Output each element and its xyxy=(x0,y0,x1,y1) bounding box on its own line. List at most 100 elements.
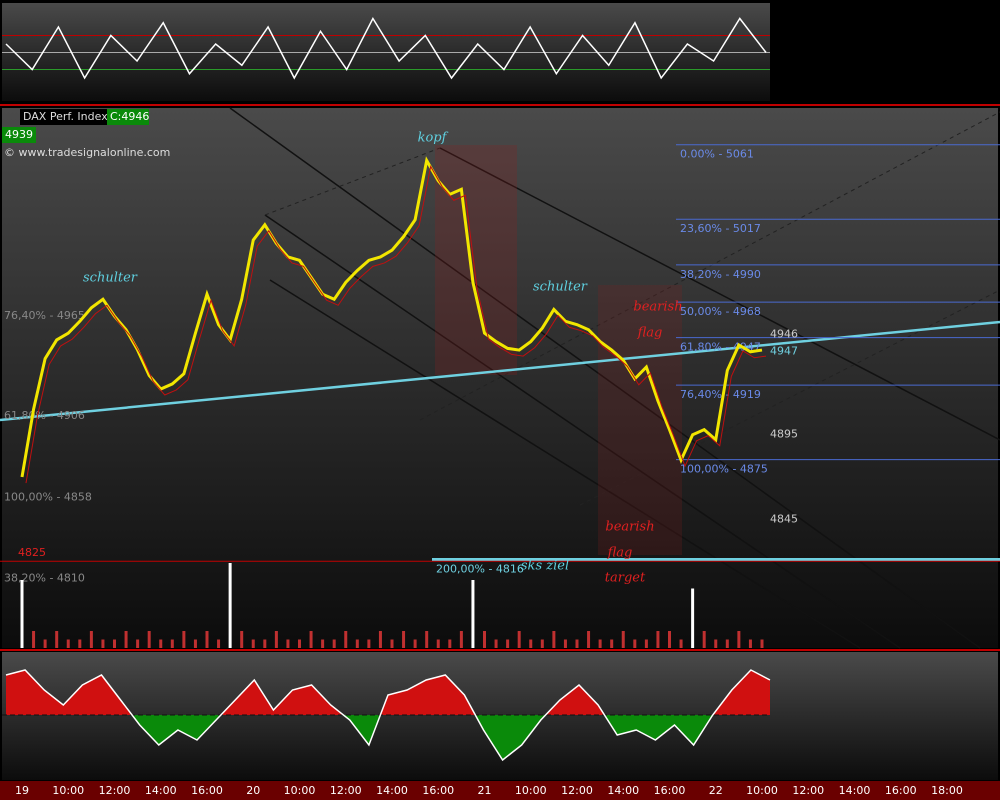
fib-label: 23,60% - 5017 xyxy=(680,222,761,235)
volume-bar xyxy=(563,639,567,648)
annotation: schulter xyxy=(83,271,138,286)
volume-bar xyxy=(483,631,486,648)
annotation: flag xyxy=(637,326,663,341)
title: DAX Perf. Index xyxy=(23,110,108,123)
title-box xyxy=(20,109,108,125)
fib-label: 61,80% - 4947 xyxy=(680,341,761,354)
volume-bar xyxy=(702,631,706,648)
volume-bar xyxy=(170,639,174,648)
left-level-label: 38,20% - 4810 xyxy=(4,572,85,585)
annotation: bearish xyxy=(633,300,682,315)
x-tick-label: 14:00 xyxy=(607,784,639,797)
volume-bar xyxy=(633,639,637,648)
x-tick-label: 20 xyxy=(246,784,260,797)
volume-bar xyxy=(20,580,24,648)
volume-bar xyxy=(193,639,197,648)
osc-area-down xyxy=(6,715,770,760)
x-tick-label: 16:00 xyxy=(422,784,454,797)
volume-bar xyxy=(240,631,244,648)
volume-bar xyxy=(540,639,544,648)
volume-bar xyxy=(575,639,579,648)
volume-bar xyxy=(598,639,602,648)
close-label: C:4946 xyxy=(110,110,149,123)
fib-label: 0.00% - 5061 xyxy=(680,148,754,161)
osc-top-line xyxy=(5,16,767,80)
x-tick-label: 16:00 xyxy=(885,784,917,797)
volume-bar xyxy=(506,639,510,648)
left-level-label: 76,40% - 4965 xyxy=(4,309,85,322)
volume-bar xyxy=(656,631,660,648)
x-tick-label: 18:00 xyxy=(931,784,963,797)
volume-bar xyxy=(621,631,625,648)
volume-bar xyxy=(355,639,359,648)
close-box xyxy=(107,109,149,125)
volume-bar xyxy=(413,639,417,648)
volume-bar xyxy=(679,639,683,648)
volume-bar xyxy=(332,639,336,648)
annotation: schulter xyxy=(533,280,588,295)
volume-bar xyxy=(517,631,521,648)
highlight-zone xyxy=(435,145,517,375)
volume-bar xyxy=(425,631,429,648)
right-level-label: 4946 xyxy=(770,327,798,340)
fib-label: 200,00% - 4816 xyxy=(436,562,524,575)
x-tick-label: 21 xyxy=(478,784,492,797)
volume-bar xyxy=(529,639,533,648)
volume-bar xyxy=(298,639,301,648)
right-level-label: 4845 xyxy=(770,512,798,525)
highlight-zone xyxy=(598,285,682,555)
volume-bar xyxy=(182,631,186,648)
volume-bar xyxy=(668,631,671,648)
volume-bar xyxy=(217,639,221,648)
volume-bar xyxy=(147,631,151,648)
x-tick-label: 14:00 xyxy=(145,784,177,797)
x-tick-label: 12:00 xyxy=(330,784,362,797)
volume-bar xyxy=(471,580,475,648)
volume-bar xyxy=(136,639,140,648)
last-close-label: 4947 xyxy=(770,345,798,358)
volume-bar xyxy=(113,639,116,648)
volume-bar xyxy=(159,639,163,648)
volume-bar xyxy=(286,639,290,648)
volume-bar xyxy=(737,631,741,648)
x-tick-label: 14:00 xyxy=(376,784,408,797)
volume-bar xyxy=(725,639,729,648)
x-tick-label: 12:00 xyxy=(561,784,593,797)
annotation: target xyxy=(605,571,646,586)
left-level-label: 100,00% - 4858 xyxy=(4,490,92,503)
last-box xyxy=(2,127,36,143)
volume-bar xyxy=(494,639,498,648)
volume-bar xyxy=(205,631,209,648)
volume-bar xyxy=(321,639,325,648)
volume-bar xyxy=(344,631,348,648)
volume-bar xyxy=(691,588,695,648)
volume-bar xyxy=(402,631,406,648)
annotation: bearish xyxy=(605,520,654,535)
volume-bar xyxy=(78,639,82,648)
osc-bottom-line xyxy=(5,669,771,762)
x-tick-label: 10:00 xyxy=(52,784,84,797)
volume-bar xyxy=(378,631,382,648)
volume-bar xyxy=(101,639,105,648)
volume-bar xyxy=(251,639,255,648)
volume-bar xyxy=(748,639,752,648)
volume-bar xyxy=(760,639,764,648)
volume-bar xyxy=(124,631,128,648)
volume-bar xyxy=(367,639,371,648)
x-tick-label: 19 xyxy=(15,784,29,797)
fib-label: 50,00% - 4968 xyxy=(680,305,761,318)
x-tick-label: 10:00 xyxy=(515,784,547,797)
last-label: 4939 xyxy=(5,128,33,141)
volume-bar xyxy=(390,639,394,648)
price-line xyxy=(20,156,763,478)
volume-bar xyxy=(459,631,463,648)
volume-bar xyxy=(610,639,614,648)
volume-bar xyxy=(55,631,59,648)
volume-bar xyxy=(66,639,70,648)
right-level-label: 4895 xyxy=(770,428,798,441)
time-axis xyxy=(0,781,1000,800)
volume-bar xyxy=(436,639,440,648)
channel-lines xyxy=(264,111,1000,506)
volume-bar xyxy=(448,639,452,648)
volume-bar xyxy=(32,631,36,648)
